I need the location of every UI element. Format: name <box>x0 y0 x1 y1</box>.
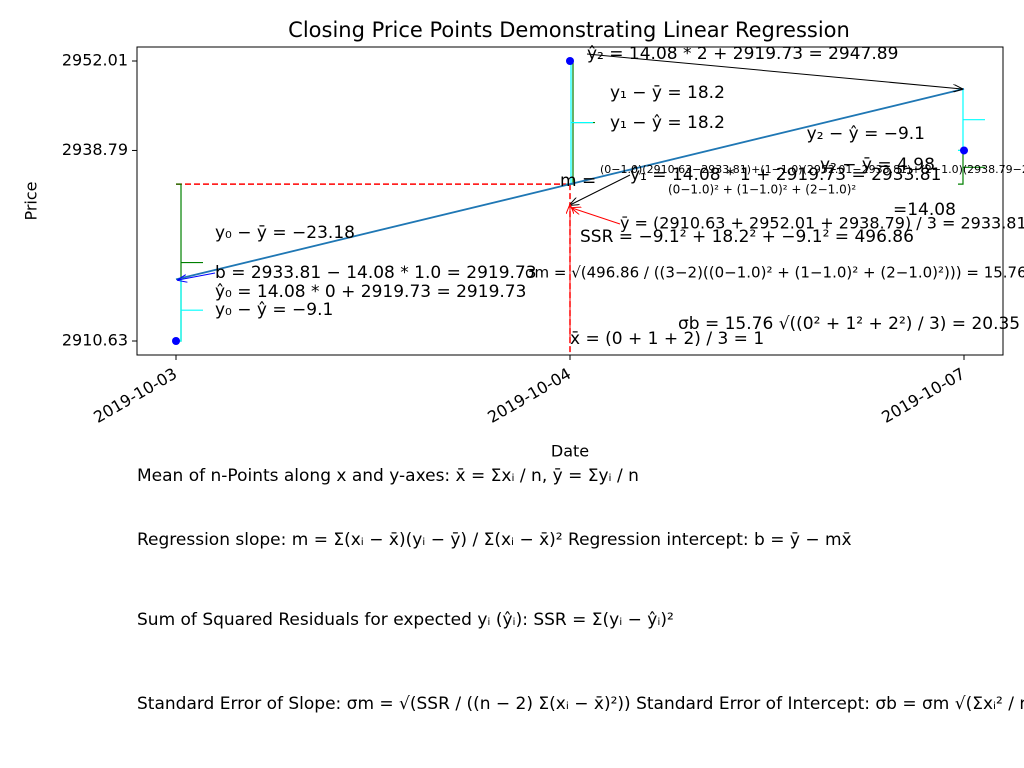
annotation: ȳ = (2910.63 + 2952.01 + 2938.79) / 3 = … <box>620 214 1024 233</box>
annotation-arrow <box>570 174 631 205</box>
data-point <box>172 336 181 345</box>
annotation: σm = √(496.86 / ((3−2)((0−1.0)² + (1−1.0… <box>525 264 1024 282</box>
annotation: (0−1.0)(2910.63−2933.81)+(1−1.0)(2952.01… <box>600 163 1024 176</box>
annotation-arrow <box>572 208 621 225</box>
annotation: m = <box>560 171 596 191</box>
annotation: y₀ − ŷ = −9.1 <box>215 300 333 320</box>
annotation: y₂ − ŷ = −9.1 <box>807 124 925 144</box>
x-tick-label: 2019-10-04 <box>484 364 574 427</box>
annotation: x̄ = (0 + 1 + 2) / 3 = 1 <box>570 329 764 349</box>
regression-line <box>175 88 965 281</box>
annotation: y₀ − ȳ = −23.18 <box>215 223 355 243</box>
annotation: σb = 15.76 √((0² + 1² + 2²) / 3) = 20.35 <box>678 314 1020 334</box>
y-tick-label: 2938.79 <box>62 140 128 159</box>
annotation: ŷ₂ = 14.08 * 2 + 2919.73 = 2947.89 <box>587 44 898 64</box>
chart-title: Closing Price Points Demonstrating Linea… <box>288 18 850 42</box>
annotation: =14.08 <box>893 200 956 220</box>
y-axis-label: Price <box>22 181 41 220</box>
annotation: b = 2933.81 − 14.08 * 1.0 = 2919.73 <box>215 263 537 283</box>
x-axis-label: Date <box>551 442 589 461</box>
annotation: ŷ₀ = 14.08 * 0 + 2919.73 = 2919.73 <box>215 282 526 302</box>
formula: Sum of Squared Residuals for expected yᵢ… <box>137 610 674 630</box>
annotation-arrow <box>178 272 216 280</box>
annotation: y₁ − ȳ = 18.2 <box>610 83 725 103</box>
residual-bracket <box>176 183 204 342</box>
residual-bracket <box>957 88 985 152</box>
residual-bracket <box>566 60 593 185</box>
x-tick-label: 2019-10-07 <box>878 364 968 427</box>
y-tick-label: 2910.63 <box>62 330 128 349</box>
annotation: y₁ − ŷ = 18.2 <box>610 113 725 133</box>
data-point <box>959 146 968 155</box>
residual-bracket <box>176 278 204 342</box>
annotation: SSR = −9.1² + 18.2² + −9.1² = 496.86 <box>580 227 914 247</box>
formula: Standard Error of Slope: σm = √(SSR / ((… <box>137 694 1024 714</box>
x-tick-label: 2019-10-03 <box>90 364 180 427</box>
y-tick-label: 2952.01 <box>62 51 128 70</box>
data-point <box>566 57 574 66</box>
annotation: y₂ − ȳ = 4.98 <box>820 155 935 175</box>
annotation: ŷ₁ = 14.08 * 1 + 2919.73 = 2933.81 <box>630 165 941 185</box>
annotation: (0−1.0)² + (1−1.0)² + (2−1.0)² <box>668 183 856 197</box>
formula: Regression slope: m = Σ(xᵢ − x̄)(yᵢ − ȳ)… <box>137 530 852 550</box>
annotation-arrow <box>586 53 962 89</box>
formula: Mean of n-Points along x and y-axes: x̄ … <box>137 466 639 486</box>
